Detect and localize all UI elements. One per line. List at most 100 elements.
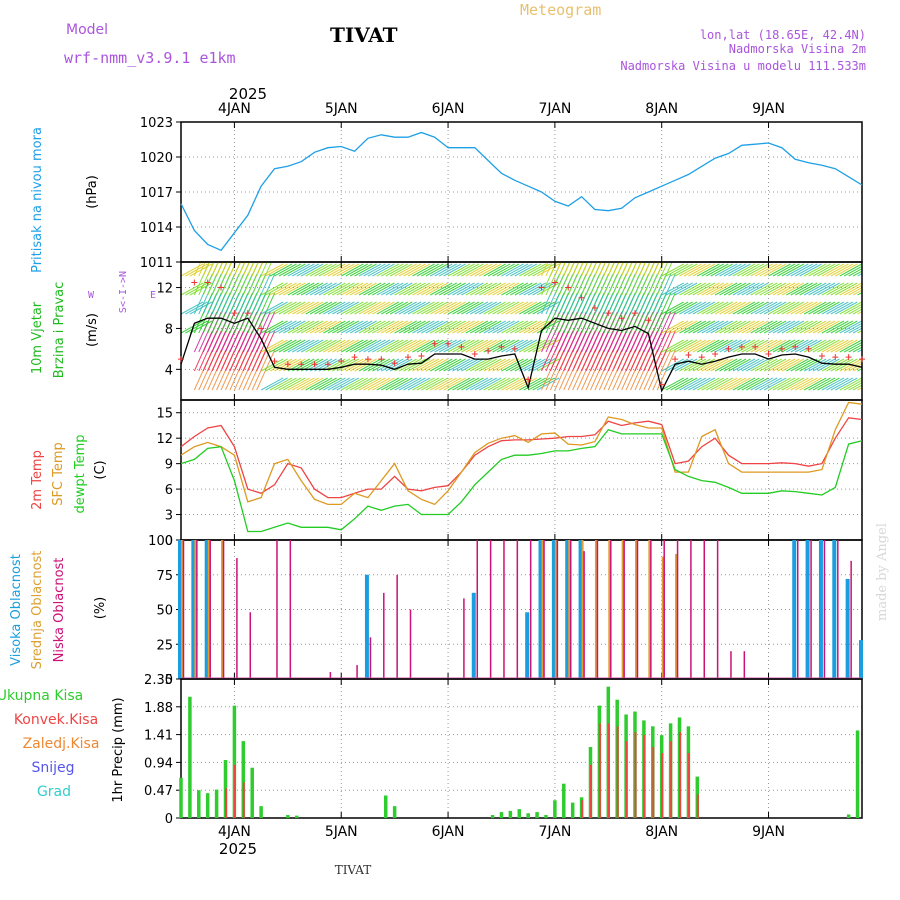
temp-ytick-label: 6	[165, 483, 173, 498]
wind-barb	[452, 301, 475, 315]
wind-barb	[363, 301, 386, 315]
precip-bar-0	[562, 783, 566, 818]
wind-barb	[799, 320, 822, 334]
wind-barb	[812, 377, 836, 391]
wind-barb	[336, 263, 360, 277]
wind-barb	[786, 301, 809, 315]
wind-barb	[835, 301, 858, 315]
cloud-bar-2	[716, 540, 719, 679]
wind-barb	[430, 377, 453, 391]
precip-bar-1	[679, 732, 682, 818]
wind-gust-mark	[712, 351, 719, 357]
wind-barb	[603, 262, 611, 277]
wind-barb	[372, 320, 395, 334]
wind-barb	[714, 320, 738, 334]
wind-barb	[772, 358, 796, 372]
wind-barb	[381, 339, 404, 353]
wind-barb	[474, 358, 498, 372]
wind-barb	[732, 263, 756, 277]
wind-barb	[425, 339, 449, 353]
wind-barb	[843, 379, 862, 391]
cloud-bar-2	[583, 551, 585, 679]
wind-barb	[786, 263, 809, 277]
wind-barb	[741, 282, 765, 296]
wind-barb	[461, 301, 484, 315]
wind-barb	[861, 332, 862, 333]
wind-barb	[483, 377, 506, 391]
cloud-bar-2	[489, 540, 492, 679]
wind-barb	[799, 339, 822, 353]
wind-barb	[421, 339, 444, 353]
wind-barb	[492, 320, 515, 334]
temp-line-2	[180, 428, 863, 533]
precip-bar-0	[383, 795, 388, 818]
wind-barb	[349, 320, 373, 334]
wind-gust-mark	[231, 310, 238, 317]
wind-barb	[260, 301, 284, 315]
wind-barb	[750, 339, 773, 353]
cloud-bar-0	[525, 612, 530, 679]
wind-barb	[777, 320, 800, 334]
wind-barb	[728, 301, 751, 315]
wind-barb	[300, 301, 324, 315]
wind-barb	[421, 320, 444, 334]
wind-barb	[478, 358, 502, 372]
wind-barb	[340, 282, 364, 296]
wind-barb	[447, 301, 471, 315]
wind-barb	[447, 282, 471, 296]
wind-barb	[492, 377, 515, 391]
wind-barb	[790, 282, 814, 296]
wind-barb	[705, 320, 729, 334]
wind-barb	[737, 358, 760, 372]
wind-barb	[688, 339, 711, 353]
wind-barb	[835, 339, 858, 353]
wind-barb	[848, 287, 862, 296]
elevation-text: Nadmorska Visina 2m	[729, 42, 866, 56]
wind-barb	[376, 282, 400, 296]
cloud-bar-2	[396, 574, 398, 679]
wind-barb	[661, 301, 684, 315]
wind-barb	[474, 263, 498, 277]
wind-barb	[692, 320, 716, 334]
wind-barb	[830, 282, 854, 296]
wind-barb	[558, 262, 567, 277]
wind-barb	[786, 320, 809, 334]
top-day-label: 5JAN	[325, 101, 358, 117]
wind-barb	[434, 358, 457, 372]
wind-barb	[861, 370, 862, 371]
wind-barb	[728, 263, 751, 277]
wind-barb	[269, 301, 293, 315]
cloud-bar-2	[690, 540, 692, 679]
wind-barb	[723, 358, 747, 372]
wind-barb	[470, 263, 493, 277]
precip-ytick-label: 0.47	[144, 784, 173, 799]
wind-barb	[461, 377, 484, 391]
wind-barb	[265, 320, 288, 334]
temp-ytick-label: 0	[165, 534, 173, 549]
wind-barb	[300, 282, 324, 296]
wind-barb	[296, 263, 319, 277]
wind-barb	[487, 320, 511, 334]
cloud-bar-2	[182, 540, 185, 679]
wind-barb	[407, 377, 431, 391]
precip-bar-0	[259, 806, 263, 818]
wind-barb	[812, 282, 836, 296]
wind-barb	[283, 339, 306, 353]
wind-barb	[848, 382, 862, 391]
wind-barb	[394, 320, 417, 334]
wind-barb	[394, 377, 417, 391]
cloud-bar-0	[792, 540, 797, 679]
wind-barb	[781, 301, 805, 315]
wind-barb	[723, 263, 747, 277]
precip-legend-item: Ukupna Kisa	[0, 688, 83, 704]
wind-barb	[461, 320, 484, 334]
wind-barb	[719, 320, 742, 334]
wind-gust-mark	[818, 353, 825, 360]
wind-barb	[768, 320, 791, 334]
wind-barb	[292, 282, 315, 296]
cloud-bar-2	[196, 540, 198, 679]
wind-barb	[674, 301, 698, 315]
wind-barb	[835, 377, 858, 391]
wind-barb	[412, 301, 435, 315]
wind-barb	[790, 263, 814, 277]
